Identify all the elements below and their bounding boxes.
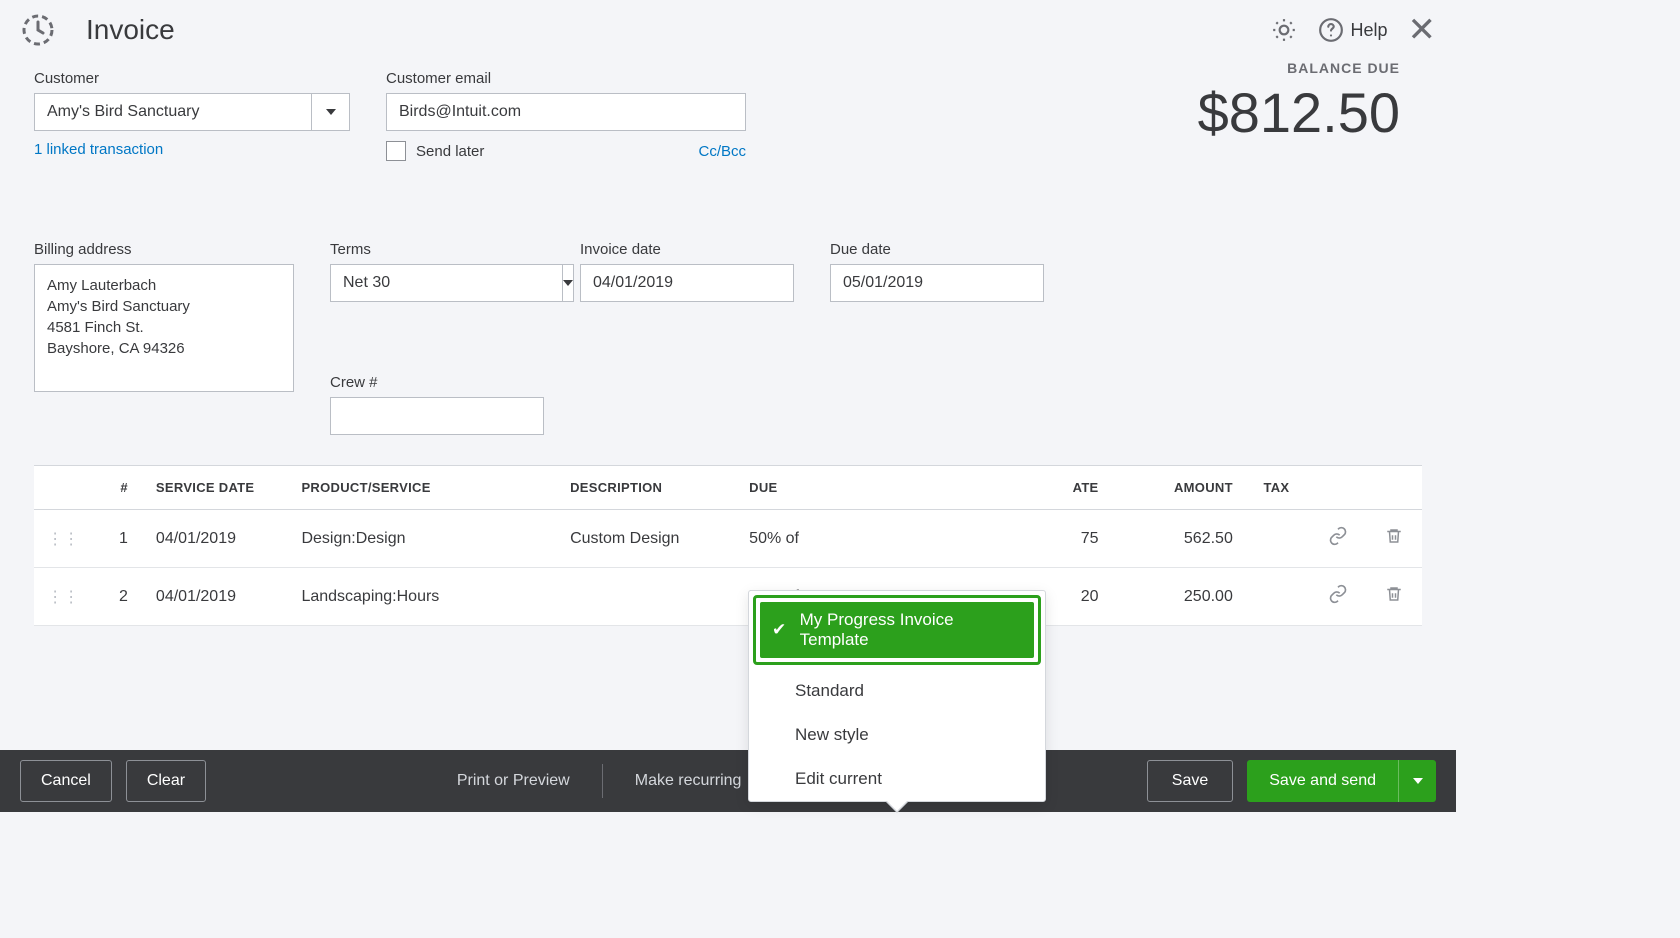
row-tax[interactable] (1243, 510, 1310, 568)
email-label: Customer email (386, 70, 746, 87)
template-option[interactable]: New style (749, 713, 1045, 757)
billing-address-input[interactable]: Amy Lauterbach Amy's Bird Sanctuary 4581… (34, 264, 294, 392)
row-due[interactable]: 50% of (739, 510, 918, 568)
row-amount[interactable]: 562.50 (1109, 510, 1243, 568)
terms-caret[interactable] (563, 264, 574, 302)
page-title: Invoice (86, 14, 1270, 46)
row-num: 1 (92, 510, 146, 568)
invoice-date-group: Invoice date (580, 241, 794, 435)
template-option[interactable]: Standard (749, 669, 1045, 713)
invoice-form: BALANCE DUE $812.50 Customer 1 linked tr… (0, 60, 1456, 646)
email-input[interactable] (386, 93, 746, 131)
template-option[interactable]: Edit current (749, 757, 1045, 801)
page-header: Invoice Help ✕ (0, 0, 1456, 60)
balance-due-label: BALANCE DUE (1198, 60, 1400, 76)
col-description: DESCRIPTION (560, 466, 739, 510)
customize-template-popup: ✔ My Progress Invoice Template Standard N… (748, 590, 1046, 802)
invoice-date-label: Invoice date (580, 241, 794, 258)
template-selected-label: My Progress Invoice Template (800, 610, 1022, 650)
crew-group: Crew # (330, 374, 544, 435)
trash-icon[interactable] (1366, 510, 1422, 568)
link-icon[interactable] (1310, 568, 1366, 626)
drag-handle-icon[interactable]: ⋮⋮ (34, 510, 92, 568)
bottom-action-bar: Cancel Clear Print or Preview Make recur… (0, 750, 1456, 812)
close-icon[interactable]: ✕ (1408, 13, 1437, 47)
terms-crew-col: Terms Crew # (330, 241, 544, 435)
due-date-input[interactable] (830, 264, 1044, 302)
due-date-label: Due date (830, 241, 1044, 258)
gear-icon[interactable] (1270, 16, 1298, 44)
col-product: PRODUCT/SERVICE (291, 466, 560, 510)
separator (602, 764, 603, 798)
template-option-selected[interactable]: ✔ My Progress Invoice Template (760, 602, 1034, 658)
ccbcc-link[interactable]: Cc/Bcc (698, 143, 746, 160)
col-service-date: SERVICE DATE (146, 466, 292, 510)
cancel-button[interactable]: Cancel (20, 760, 112, 802)
send-later-label: Send later (416, 143, 698, 160)
customer-select[interactable] (34, 93, 350, 131)
billing-address-label: Billing address (34, 241, 294, 258)
col-due: DUE (739, 466, 918, 510)
help-label: Help (1350, 20, 1387, 41)
row-tax[interactable] (1243, 568, 1310, 626)
customer-caret[interactable] (312, 93, 350, 131)
save-and-send-label: Save and send (1247, 772, 1398, 790)
terms-select[interactable] (330, 264, 544, 302)
row-service-date[interactable]: 04/01/2019 (146, 568, 292, 626)
header-actions: Help ✕ (1270, 13, 1436, 47)
link-icon[interactable] (1310, 510, 1366, 568)
trash-icon[interactable] (1366, 568, 1422, 626)
col-rate: ATE (1030, 466, 1108, 510)
row-service-date[interactable]: 04/01/2019 (146, 510, 292, 568)
save-send-caret-icon[interactable] (1398, 760, 1436, 802)
recent-icon[interactable] (20, 12, 56, 48)
terms-label: Terms (330, 241, 544, 258)
table-header-row: # SERVICE DATE PRODUCT/SERVICE DESCRIPTI… (34, 466, 1422, 510)
linked-transactions-link[interactable]: 1 linked transaction (34, 141, 163, 158)
row-qty[interactable] (918, 510, 1030, 568)
form-row-2: Billing address Amy Lauterbach Amy's Bir… (34, 241, 1422, 435)
row-description[interactable] (560, 568, 739, 626)
send-later-checkbox[interactable] (386, 141, 406, 161)
crew-label: Crew # (330, 374, 544, 391)
customer-label: Customer (34, 70, 350, 87)
row-product[interactable]: Landscaping:Hours (291, 568, 560, 626)
row-amount[interactable]: 250.00 (1109, 568, 1243, 626)
terms-input[interactable] (330, 264, 563, 302)
balance-due-block: BALANCE DUE $812.50 (1198, 60, 1400, 145)
send-later-row: Send later Cc/Bcc (386, 141, 746, 161)
print-preview-link[interactable]: Print or Preview (439, 772, 588, 790)
check-icon: ✔ (772, 620, 790, 640)
due-date-group: Due date (830, 241, 1044, 435)
template-option-label: Edit current (795, 769, 882, 789)
make-recurring-link[interactable]: Make recurring (617, 772, 760, 790)
row-num: 2 (92, 568, 146, 626)
drag-handle-icon[interactable]: ⋮⋮ (34, 568, 92, 626)
email-field-group: Customer email Send later Cc/Bcc (386, 70, 746, 161)
save-button[interactable]: Save (1147, 760, 1233, 802)
col-qty (918, 466, 1030, 510)
customer-input[interactable] (34, 93, 312, 131)
template-option-label: Standard (795, 681, 864, 701)
balance-due-amount: $812.50 (1198, 80, 1400, 145)
billing-address-group: Billing address Amy Lauterbach Amy's Bir… (34, 241, 294, 435)
table-row[interactable]: ⋮⋮ 1 04/01/2019 Design:Design Custom Des… (34, 510, 1422, 568)
customer-field-group: Customer 1 linked transaction (34, 70, 350, 161)
crew-input[interactable] (330, 397, 544, 435)
table-row[interactable]: ⋮⋮ 2 04/01/2019 Landscaping:Hours 50% of… (34, 568, 1422, 626)
row-description[interactable]: Custom Design (560, 510, 739, 568)
line-items-table: # SERVICE DATE PRODUCT/SERVICE DESCRIPTI… (34, 465, 1422, 626)
col-tax: TAX (1243, 466, 1310, 510)
help-button[interactable]: Help (1318, 17, 1387, 43)
invoice-date-input[interactable] (580, 264, 794, 302)
terms-group: Terms (330, 241, 544, 302)
save-and-send-button[interactable]: Save and send (1247, 760, 1436, 802)
col-num: # (92, 466, 146, 510)
row-product[interactable]: Design:Design (291, 510, 560, 568)
row-rate[interactable]: 75 (1030, 510, 1108, 568)
col-amount: AMOUNT (1109, 466, 1243, 510)
template-option-label: New style (795, 725, 869, 745)
clear-button[interactable]: Clear (126, 760, 206, 802)
